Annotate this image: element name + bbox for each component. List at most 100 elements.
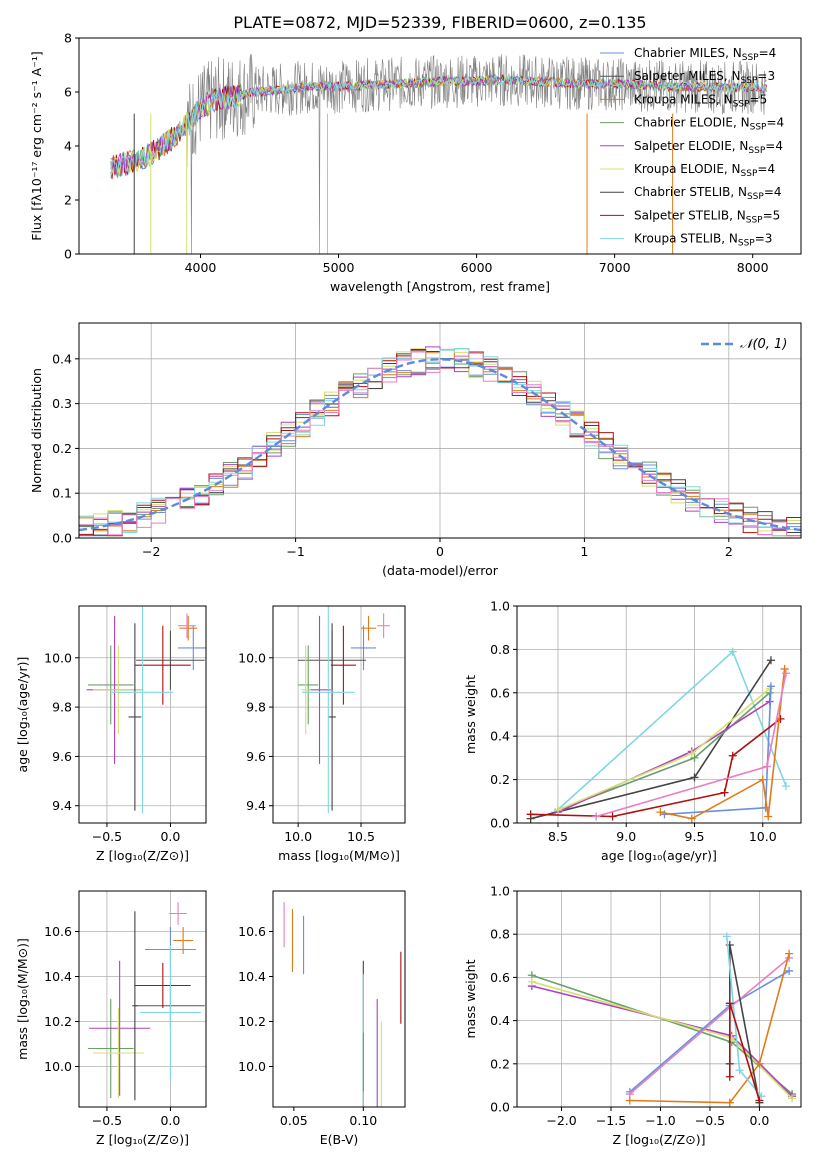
weight-marker (764, 812, 773, 821)
weight-line (557, 700, 771, 813)
y-tick-label: 10.0 (238, 1059, 266, 1074)
y-tick-label: 10.4 (44, 969, 72, 984)
panel-age_vs_z: −0.5 0.0 9.4 9.6 9.8 10.0 Z [log₁₀(Z/Z⊙)] age [… (15, 605, 207, 863)
panel-mass_vs_ebv: 0.05 0.10 10.0 10.2 10.4 10.6 E(B-V) (238, 890, 406, 1147)
weight-marker (788, 1094, 797, 1103)
weight-marker (526, 810, 535, 819)
x-tick-label: −1.5 (596, 1113, 626, 1128)
y-tick-label: 0.0 (490, 816, 510, 831)
legend-label: Salpeter ELODIE, NSSP=4 (634, 139, 783, 156)
panel-spectrum: 4000 5000 6000 7000 8000 0 2 4 6 8 wavelength [Ang… (29, 31, 802, 294)
legend-entry: Salpeter STELIB, NSSP=5 (600, 208, 780, 225)
legend-entry: Salpeter ELODIE, NSSP=4 (600, 139, 783, 156)
weight-marker (553, 805, 562, 814)
x-tick-label: −1.0 (645, 1113, 675, 1128)
weight-marker (766, 682, 775, 691)
legend-label: Kroupa ELODIE, NSSP=4 (634, 162, 775, 179)
x-axis-label: Z [log₁₀(Z/Z⊙)] (96, 1132, 189, 1147)
axes-frame (78, 322, 802, 539)
weight-line (629, 957, 790, 1095)
x-tick-label: 10.5 (347, 829, 375, 844)
x-axis-label: E(B-V) (320, 1132, 359, 1147)
y-tick-label: 6 (64, 85, 72, 100)
weight-marker (728, 751, 737, 760)
panel-weight_vs_age: 8.5 9.0 9.5 10.0 0.0 0.2 0.4 0.6 0.8 1.0 age [log₁… (463, 599, 802, 863)
plot-area (526, 647, 790, 823)
x-tick-label: 7000 (599, 260, 631, 275)
legend-entry: Salpeter MILES, NSSP=3 (600, 69, 775, 86)
figure-title: PLATE=0872, MJD=52339, FIBERID=0600, z=0… (233, 13, 646, 32)
y-tick-label: 0.6 (490, 970, 510, 985)
y-tick-label: 10.0 (44, 1059, 72, 1074)
y-tick-label: 10.0 (238, 650, 266, 665)
y-tick-label: 0.8 (490, 642, 510, 657)
weight-marker (608, 812, 617, 821)
y-tick-label: 0.8 (490, 927, 510, 942)
panel-mass_vs_z: −0.5 0.0 10.0 10.2 10.4 10.6 Z [log₁₀(Z/Z⊙)] ma… (15, 890, 207, 1147)
weight-line (554, 650, 787, 813)
axes-frame (516, 890, 802, 1108)
y-tick-label: 9.6 (52, 749, 72, 764)
weight-marker (656, 808, 665, 817)
weight-line (629, 953, 790, 1104)
weight-marker (592, 812, 601, 821)
x-tick-label: 1 (580, 544, 588, 559)
x-tick-label: −0.5 (695, 1113, 725, 1128)
y-tick-label: 0.2 (490, 772, 510, 787)
x-tick-label: 6000 (461, 260, 493, 275)
axes-frame (516, 605, 802, 824)
legend-label: Salpeter MILES, NSSP=3 (634, 69, 775, 86)
x-axis-label: Z [log₁₀(Z/Z⊙)] (96, 848, 189, 863)
normal-curve (79, 358, 801, 532)
legend-label: 𝒩(0, 1) (740, 337, 787, 352)
histogram-kroupa_stelib (79, 348, 801, 537)
weight-marker (766, 656, 775, 665)
x-axis-label: Z [log₁₀(Z/Z⊙)] (613, 1132, 706, 1147)
weight-marker (690, 773, 699, 782)
weight-marker (687, 814, 696, 823)
x-tick-label: 0 (436, 544, 444, 559)
x-tick-label: 0.0 (749, 1113, 769, 1128)
y-tick-label: 0.2 (52, 441, 72, 456)
y-tick-label: 0 (64, 247, 72, 262)
plot-area (283, 902, 402, 1107)
model-spectrum-salpeter_elodie (110, 74, 767, 176)
weight-marker (781, 669, 790, 678)
x-tick-label: 0.0 (160, 829, 180, 844)
weight-line (729, 944, 761, 1103)
weight-marker (527, 977, 536, 986)
plot-area (86, 606, 206, 814)
weight-marker (755, 1096, 764, 1105)
weight-line (557, 687, 771, 811)
weight-marker (625, 1096, 634, 1105)
y-axis-label: mass [log₁₀(M/M⊙)] (15, 938, 30, 1060)
plots-layer: 4000 5000 6000 7000 8000 0 2 4 6 8 wavelength [Ang… (15, 31, 802, 1147)
legend-label: Chabrier ELODIE, NSSP=4 (634, 116, 784, 133)
panel-age_vs_mass: 10.0 10.5 9.4 9.6 9.8 10.0 mass [log₁₀(M/M⊙)] (238, 605, 406, 863)
x-tick-label: 0.10 (349, 1113, 377, 1128)
x-tick-label: −0.5 (92, 829, 122, 844)
legend-label: Chabrier MILES, NSSP=4 (634, 46, 776, 63)
x-axis-label: age [log₁₀(age/yr)] (601, 848, 717, 863)
x-tick-label: 9.0 (616, 829, 636, 844)
x-tick-label: 5000 (323, 260, 355, 275)
x-tick-label: 2 (725, 544, 733, 559)
weight-marker (735, 1066, 744, 1075)
weight-marker (781, 782, 790, 791)
weight-marker (690, 753, 699, 762)
axes-frame (272, 890, 406, 1108)
y-tick-label: 0.2 (490, 1056, 510, 1071)
axes-frame (272, 605, 406, 824)
y-tick-label: 0.0 (490, 1100, 510, 1115)
x-tick-label: −1 (286, 544, 304, 559)
y-tick-label: 0.0 (52, 531, 72, 546)
weight-marker (720, 788, 729, 797)
y-tick-label: 8 (64, 31, 72, 46)
x-tick-label: 0.0 (160, 1113, 180, 1128)
weight-marker (755, 1059, 764, 1068)
x-tick-label: 4000 (185, 260, 217, 275)
y-tick-label: 10.2 (238, 1014, 266, 1029)
y-axis-label: mass weight (463, 675, 478, 754)
x-axis-label: (data-model)/error (382, 563, 499, 578)
